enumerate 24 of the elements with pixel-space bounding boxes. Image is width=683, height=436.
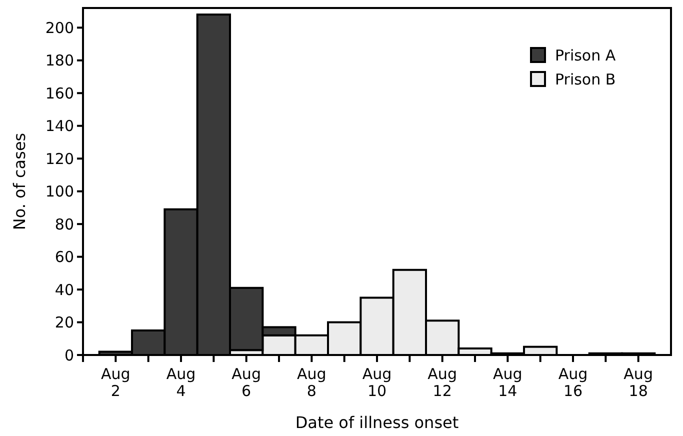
y-tick-label: 0 <box>64 346 74 364</box>
y-axis-title: No. of cases <box>10 132 29 230</box>
x-tick-label: Aug 18 <box>624 365 653 400</box>
x-axis-title: Date of illness onset <box>295 413 459 432</box>
x-tick-label: Aug 16 <box>558 365 588 400</box>
y-tick-label: 140 <box>45 117 74 136</box>
x-tick-label: Aug 4 <box>166 365 196 400</box>
x-tick-label: Aug 14 <box>493 365 522 400</box>
y-tick-label: 40 <box>54 280 74 299</box>
y-tick-label: 120 <box>45 150 74 168</box>
x-tick-label: Aug 6 <box>232 365 261 400</box>
y-tick-label: 20 <box>54 314 74 332</box>
y-tick-label: 180 <box>45 52 74 70</box>
y-tick-label: 200 <box>45 18 74 37</box>
y-tick-label: 60 <box>54 248 74 266</box>
y-tick-label: 80 <box>54 215 74 234</box>
x-tick-label: Aug 8 <box>297 365 326 400</box>
y-tick-label: 100 <box>45 182 74 201</box>
x-tick-label: Aug 2 <box>101 365 130 400</box>
y-tick-label: 160 <box>45 84 74 102</box>
legend-label: Prison A <box>555 46 616 64</box>
legend-label: Prison B <box>555 70 616 88</box>
x-tick-label: Aug 12 <box>428 365 457 400</box>
x-tick-label: Aug 10 <box>362 365 392 400</box>
